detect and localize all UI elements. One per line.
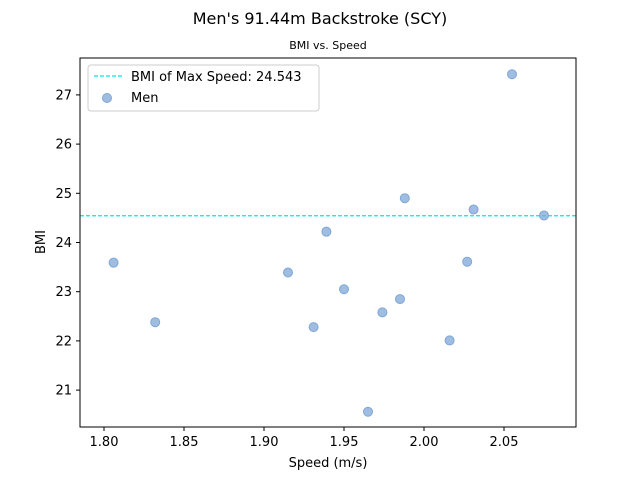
x-tick-label: 1.95 [330,435,359,450]
y-tick-label: 21 [55,384,72,399]
x-tick-label: 2.05 [490,435,519,450]
data-point [339,284,349,295]
x-axis-label: Speed (m/s) [289,456,368,471]
y-tick-label: 27 [55,88,72,103]
legend: BMI of Max Speed: 24.543 Men [87,64,320,112]
y-axis-label: BMI [34,230,49,254]
legend-reference-line-label: BMI of Max Speed: 24.543 [131,70,302,85]
data-point [462,256,473,267]
legend-box [87,64,320,112]
legend-men-swatch [102,93,112,103]
data-point [539,210,549,221]
y-tick-label: 22 [55,334,72,349]
data-point [321,226,332,237]
chart-title: Men's 91.44m Backstroke (SCY) [193,9,447,28]
data-point [150,317,161,328]
data-point [308,322,319,333]
data-point [395,294,405,305]
data-point [444,335,455,346]
data-point [468,204,479,215]
x-tick-label: 2.00 [410,435,439,450]
y-tick-label: 26 [55,138,72,153]
x-tick-label: 1.85 [170,435,199,450]
plot-area-frame [79,57,577,428]
x-tick-label: 1.90 [250,435,279,450]
data-point [507,69,517,80]
data-point [363,406,373,417]
legend-men-label: Men [131,91,158,106]
data-point [283,267,293,278]
chart-subtitle: BMI vs. Speed [289,39,367,52]
data-point [399,193,410,204]
x-tick-label: 1.80 [90,435,119,450]
data-point [377,307,388,318]
y-tick-label: 25 [55,187,72,202]
data-point [108,257,119,268]
y-tick-label: 24 [55,236,72,251]
y-tick-label: 23 [55,285,72,300]
